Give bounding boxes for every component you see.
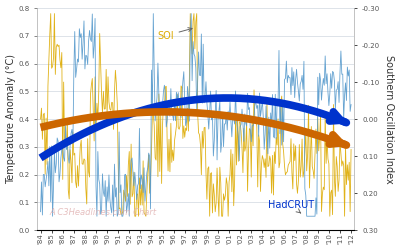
Text: SOI: SOI xyxy=(157,28,192,41)
Text: HadCRUT: HadCRUT xyxy=(268,200,314,213)
Text: A C3Headlines.com Chart: A C3Headlines.com Chart xyxy=(50,208,157,217)
Y-axis label: Temperature Anomaly (°C): Temperature Anomaly (°C) xyxy=(6,54,16,184)
Y-axis label: Southern Oscillation Index: Southern Oscillation Index xyxy=(384,55,394,184)
